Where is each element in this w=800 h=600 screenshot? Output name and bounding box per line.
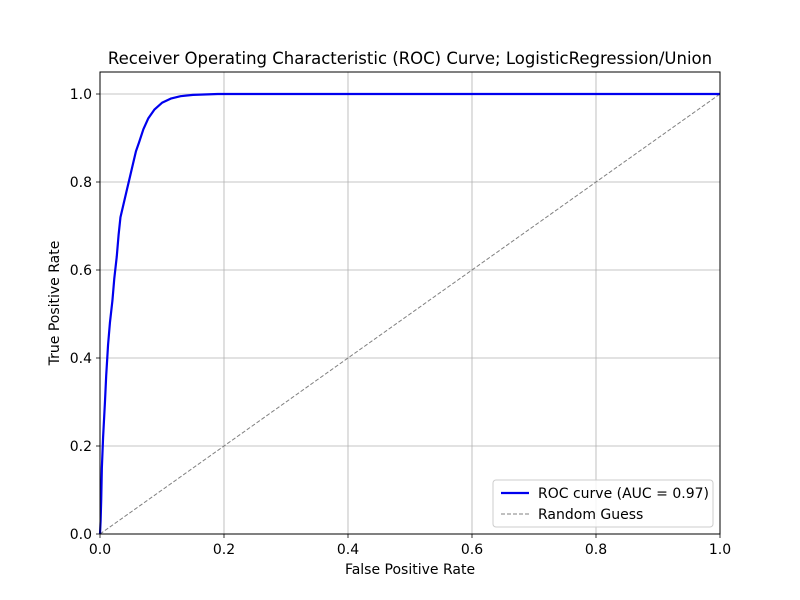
roc-curve-line [98,92,720,535]
y-tick-label: 0.2 [70,439,92,455]
legend: ROC curve (AUC = 0.97) Random Guess [492,479,714,528]
x-axis-label: False Positive Rate [345,562,475,578]
x-tick-label: 0.2 [213,542,235,558]
y-tick-label: 0.0 [70,527,92,543]
legend-box [492,479,714,528]
legend-entry-label: Random Guess [538,507,643,523]
chart-title: Receiver Operating Characteristic (ROC) … [108,49,712,68]
x-tick-label: 0.4 [337,542,359,558]
x-tick-label: 1.0 [709,542,731,558]
y-axis-label: True Positive Rate [47,241,63,367]
x-tick-label: 0.6 [461,542,483,558]
grid-lines [99,72,721,535]
series-layer [98,92,721,535]
axis-ticks: 0.0 0.2 0.4 0.6 0.8 1.0 0.0 0.2 0.4 0.6 0.8 1.0 [70,87,731,558]
y-tick-label: 0.6 [70,263,92,279]
x-tick-label: 0.0 [89,542,111,558]
y-tick-label: 0.4 [70,351,92,367]
x-tick-label: 0.8 [585,542,607,558]
y-tick-label: 1.0 [70,87,92,103]
plot-frame [99,71,721,535]
random-guess-line [99,93,721,535]
legend-entry-label: ROC curve (AUC = 0.97) [538,486,709,502]
y-tick-label: 0.8 [70,175,92,191]
